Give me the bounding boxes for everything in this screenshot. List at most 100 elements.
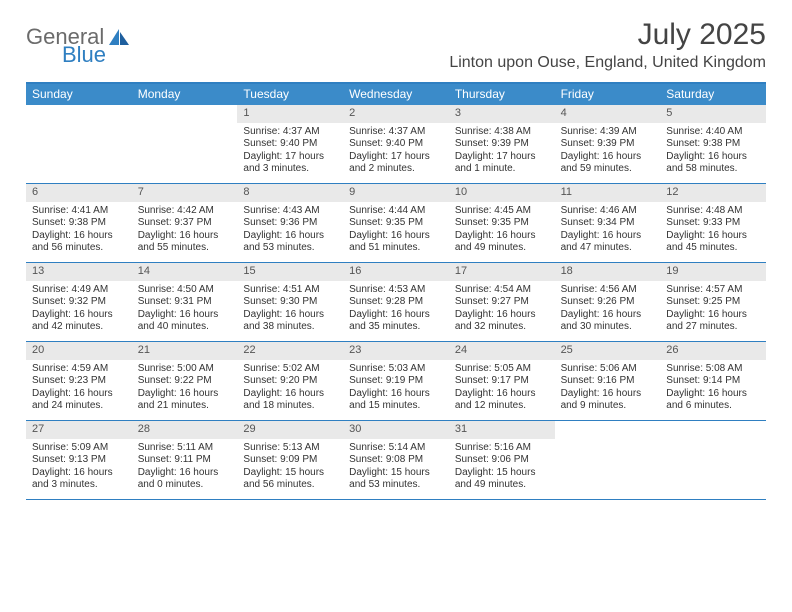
day-body: Sunrise: 4:49 AMSunset: 9:32 PMDaylight:… <box>26 281 132 338</box>
day-cell <box>555 421 661 499</box>
sunrise-text: Sunrise: 4:56 AM <box>561 284 655 297</box>
day-body: Sunrise: 5:09 AMSunset: 9:13 PMDaylight:… <box>26 439 132 496</box>
logo-sail-icon <box>108 28 130 46</box>
daylight-text: Daylight: 16 hours and 35 minutes. <box>349 309 443 334</box>
day-cell: 20Sunrise: 4:59 AMSunset: 9:23 PMDayligh… <box>26 342 132 420</box>
day-cell: 16Sunrise: 4:53 AMSunset: 9:28 PMDayligh… <box>343 263 449 341</box>
day-body: Sunrise: 5:06 AMSunset: 9:16 PMDaylight:… <box>555 360 661 417</box>
daylight-text: Daylight: 16 hours and 47 minutes. <box>561 230 655 255</box>
day-number: 30 <box>343 421 449 439</box>
day-number: 10 <box>449 184 555 202</box>
week-row: 1Sunrise: 4:37 AMSunset: 9:40 PMDaylight… <box>26 105 766 184</box>
sunrise-text: Sunrise: 5:05 AM <box>455 363 549 376</box>
sunset-text: Sunset: 9:36 PM <box>243 217 337 230</box>
sunrise-text: Sunrise: 4:46 AM <box>561 205 655 218</box>
day-body: Sunrise: 5:16 AMSunset: 9:06 PMDaylight:… <box>449 439 555 496</box>
day-body: Sunrise: 5:11 AMSunset: 9:11 PMDaylight:… <box>132 439 238 496</box>
day-number: 6 <box>26 184 132 202</box>
day-number: 3 <box>449 105 555 123</box>
sunrise-text: Sunrise: 4:42 AM <box>138 205 232 218</box>
sunrise-text: Sunrise: 5:09 AM <box>32 442 126 455</box>
day-cell <box>132 105 238 183</box>
daylight-text: Daylight: 16 hours and 18 minutes. <box>243 388 337 413</box>
sunrise-text: Sunrise: 4:44 AM <box>349 205 443 218</box>
day-body: Sunrise: 4:43 AMSunset: 9:36 PMDaylight:… <box>237 202 343 259</box>
location: Linton upon Ouse, England, United Kingdo… <box>449 54 766 72</box>
calendar: Sunday Monday Tuesday Wednesday Thursday… <box>26 82 766 500</box>
month-title: July 2025 <box>449 18 766 52</box>
day-cell: 14Sunrise: 4:50 AMSunset: 9:31 PMDayligh… <box>132 263 238 341</box>
day-body: Sunrise: 4:56 AMSunset: 9:26 PMDaylight:… <box>555 281 661 338</box>
sunset-text: Sunset: 9:38 PM <box>32 217 126 230</box>
day-cell: 19Sunrise: 4:57 AMSunset: 9:25 PMDayligh… <box>660 263 766 341</box>
day-number: 17 <box>449 263 555 281</box>
sunrise-text: Sunrise: 4:41 AM <box>32 205 126 218</box>
day-cell: 23Sunrise: 5:03 AMSunset: 9:19 PMDayligh… <box>343 342 449 420</box>
day-body: Sunrise: 5:02 AMSunset: 9:20 PMDaylight:… <box>237 360 343 417</box>
day-body: Sunrise: 5:14 AMSunset: 9:08 PMDaylight:… <box>343 439 449 496</box>
day-number: 7 <box>132 184 238 202</box>
day-number: 1 <box>237 105 343 123</box>
day-cell: 7Sunrise: 4:42 AMSunset: 9:37 PMDaylight… <box>132 184 238 262</box>
daylight-text: Daylight: 16 hours and 6 minutes. <box>666 388 760 413</box>
day-body: Sunrise: 4:39 AMSunset: 9:39 PMDaylight:… <box>555 123 661 180</box>
day-number: 26 <box>660 342 766 360</box>
day-cell: 15Sunrise: 4:51 AMSunset: 9:30 PMDayligh… <box>237 263 343 341</box>
sunset-text: Sunset: 9:32 PM <box>32 296 126 309</box>
sunset-text: Sunset: 9:17 PM <box>455 375 549 388</box>
day-number: 20 <box>26 342 132 360</box>
day-number: 28 <box>132 421 238 439</box>
day-body: Sunrise: 4:51 AMSunset: 9:30 PMDaylight:… <box>237 281 343 338</box>
day-body: Sunrise: 4:54 AMSunset: 9:27 PMDaylight:… <box>449 281 555 338</box>
day-cell: 4Sunrise: 4:39 AMSunset: 9:39 PMDaylight… <box>555 105 661 183</box>
sunset-text: Sunset: 9:34 PM <box>561 217 655 230</box>
day-cell: 25Sunrise: 5:06 AMSunset: 9:16 PMDayligh… <box>555 342 661 420</box>
daylight-text: Daylight: 16 hours and 51 minutes. <box>349 230 443 255</box>
sunrise-text: Sunrise: 5:03 AM <box>349 363 443 376</box>
daylight-text: Daylight: 16 hours and 32 minutes. <box>455 309 549 334</box>
day-body: Sunrise: 5:05 AMSunset: 9:17 PMDaylight:… <box>449 360 555 417</box>
day-body: Sunrise: 5:00 AMSunset: 9:22 PMDaylight:… <box>132 360 238 417</box>
day-body: Sunrise: 4:37 AMSunset: 9:40 PMDaylight:… <box>237 123 343 180</box>
sunset-text: Sunset: 9:11 PM <box>138 454 232 467</box>
daylight-text: Daylight: 17 hours and 1 minute. <box>455 151 549 176</box>
day-number: 18 <box>555 263 661 281</box>
dow-monday: Monday <box>132 84 238 105</box>
sunset-text: Sunset: 9:35 PM <box>349 217 443 230</box>
daylight-text: Daylight: 16 hours and 21 minutes. <box>138 388 232 413</box>
day-cell: 6Sunrise: 4:41 AMSunset: 9:38 PMDaylight… <box>26 184 132 262</box>
day-cell: 30Sunrise: 5:14 AMSunset: 9:08 PMDayligh… <box>343 421 449 499</box>
sunset-text: Sunset: 9:35 PM <box>455 217 549 230</box>
day-body: Sunrise: 5:13 AMSunset: 9:09 PMDaylight:… <box>237 439 343 496</box>
sunset-text: Sunset: 9:27 PM <box>455 296 549 309</box>
day-number: 27 <box>26 421 132 439</box>
day-number: 16 <box>343 263 449 281</box>
day-number: 14 <box>132 263 238 281</box>
sunset-text: Sunset: 9:37 PM <box>138 217 232 230</box>
sunset-text: Sunset: 9:26 PM <box>561 296 655 309</box>
sunrise-text: Sunrise: 5:16 AM <box>455 442 549 455</box>
week-row: 13Sunrise: 4:49 AMSunset: 9:32 PMDayligh… <box>26 263 766 342</box>
sunset-text: Sunset: 9:40 PM <box>243 138 337 151</box>
day-cell: 26Sunrise: 5:08 AMSunset: 9:14 PMDayligh… <box>660 342 766 420</box>
day-body: Sunrise: 4:57 AMSunset: 9:25 PMDaylight:… <box>660 281 766 338</box>
sunset-text: Sunset: 9:28 PM <box>349 296 443 309</box>
daylight-text: Daylight: 16 hours and 53 minutes. <box>243 230 337 255</box>
daylight-text: Daylight: 15 hours and 53 minutes. <box>349 467 443 492</box>
day-cell: 5Sunrise: 4:40 AMSunset: 9:38 PMDaylight… <box>660 105 766 183</box>
daylight-text: Daylight: 16 hours and 59 minutes. <box>561 151 655 176</box>
day-body: Sunrise: 4:42 AMSunset: 9:37 PMDaylight:… <box>132 202 238 259</box>
sunrise-text: Sunrise: 4:45 AM <box>455 205 549 218</box>
day-number: 31 <box>449 421 555 439</box>
sunset-text: Sunset: 9:19 PM <box>349 375 443 388</box>
day-body: Sunrise: 4:50 AMSunset: 9:31 PMDaylight:… <box>132 281 238 338</box>
sunset-text: Sunset: 9:33 PM <box>666 217 760 230</box>
daylight-text: Daylight: 16 hours and 9 minutes. <box>561 388 655 413</box>
daylight-text: Daylight: 16 hours and 12 minutes. <box>455 388 549 413</box>
daylight-text: Daylight: 16 hours and 49 minutes. <box>455 230 549 255</box>
day-cell: 12Sunrise: 4:48 AMSunset: 9:33 PMDayligh… <box>660 184 766 262</box>
sunset-text: Sunset: 9:30 PM <box>243 296 337 309</box>
daylight-text: Daylight: 15 hours and 49 minutes. <box>455 467 549 492</box>
day-body: Sunrise: 4:41 AMSunset: 9:38 PMDaylight:… <box>26 202 132 259</box>
daylight-text: Daylight: 16 hours and 58 minutes. <box>666 151 760 176</box>
